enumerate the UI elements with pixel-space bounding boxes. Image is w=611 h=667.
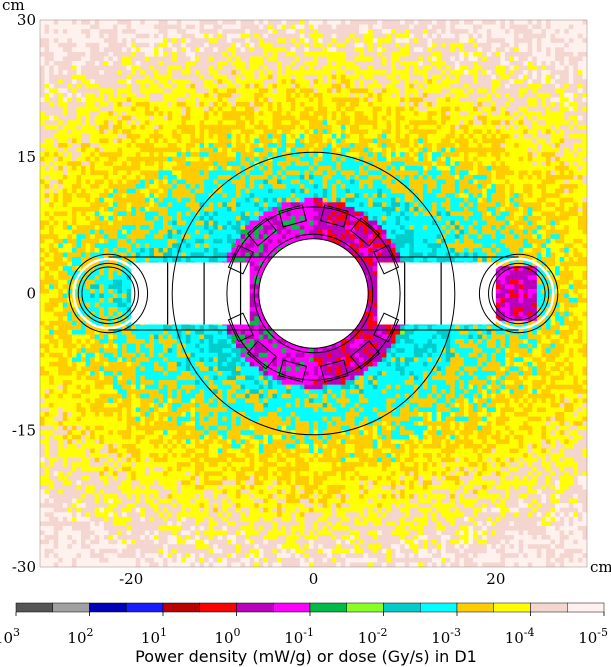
colorbar-swatch (420, 602, 458, 613)
side-channel-void (131, 262, 250, 325)
colorbar-swatch (309, 602, 347, 613)
colorbar-swatch (493, 602, 531, 613)
coil-block (246, 217, 277, 247)
side-beam-pipe-ring (478, 253, 559, 334)
coil-inner-circle (253, 233, 374, 354)
x-tick-label: 0 (309, 570, 319, 588)
colorbar-swatch (126, 602, 164, 613)
colorbar-swatch (199, 602, 237, 613)
coil-block (319, 359, 349, 383)
colorbar-decade-label: 101 (141, 626, 167, 647)
colorbar-decade-label: 10-3 (431, 626, 461, 647)
side-beam-pipe-ring (72, 257, 145, 330)
colorbar-decade-label: 10-5 (578, 626, 608, 647)
coil-block (278, 204, 308, 228)
colorbar-decade-label: 10-4 (505, 626, 535, 647)
coil-block (350, 217, 381, 247)
coil-block (278, 359, 308, 383)
coil-block (319, 204, 349, 228)
y-tick-label: 0 (26, 285, 36, 303)
side-beam-pipe-ring (488, 262, 550, 325)
colorbar-decade-label: 102 (67, 626, 93, 647)
y-tick-label: -15 (12, 421, 36, 439)
colorbar-swatch (530, 602, 568, 613)
colorbar-title: Power density (mW/g) or dose (Gy/s) in D… (135, 647, 477, 666)
coil-block (246, 340, 277, 370)
colorbar-decade-label: 10-2 (358, 626, 388, 647)
y-tick-label: -30 (12, 558, 36, 576)
coil-block (373, 312, 400, 343)
y-axis-unit: cm (2, 0, 25, 14)
colorbar-swatch (456, 602, 494, 613)
coil-outer-circle (226, 206, 401, 381)
colorbar-swatch (383, 602, 421, 613)
side-channel-void (377, 262, 496, 325)
colorbar-swatch (89, 602, 127, 613)
y-tick-label: 15 (17, 148, 36, 166)
side-beam-pipe-ring (81, 266, 136, 321)
colorbar-labels: 103 102 101 100 10-1 10-2 10-3 10-4 10-5 (0, 626, 608, 647)
coil-block (373, 244, 400, 275)
colorbar-decade-label: 10-1 (284, 626, 314, 647)
colorbar-swatch (236, 602, 274, 613)
colorbar-swatch (52, 602, 90, 613)
coil-block (350, 340, 381, 370)
colorbar-swatch (162, 602, 200, 613)
y-tick-label: 30 (17, 11, 36, 29)
bore-circle (258, 238, 369, 349)
side-beam-pipe-ring (491, 266, 546, 321)
colorbar-swatch (273, 602, 311, 613)
heatmap-plot-area (40, 20, 587, 567)
coil-block (227, 312, 254, 343)
side-beam-pipe-ring (68, 253, 149, 334)
colorbar-decade-label: 103 (0, 626, 20, 647)
x-tick-label: -20 (119, 570, 143, 588)
colorbar-swatch (346, 602, 384, 613)
y-tick-labels: 30 15 0 -15 -30 (12, 11, 36, 576)
colorbar-swatch (567, 602, 605, 613)
plot-frame (39, 19, 588, 568)
coil-block (227, 244, 254, 275)
outer-cryostat-circle (171, 151, 456, 436)
side-beam-pipe-ring (482, 257, 555, 330)
colorbar-decade-label: 100 (214, 626, 240, 647)
x-tick-label: 20 (486, 570, 505, 588)
magnet-geometry (68, 151, 559, 436)
x-tick-labels: -20 0 20 (119, 570, 505, 588)
side-beam-pipe-ring (77, 262, 139, 325)
x-axis-unit: cm (590, 558, 611, 576)
colorbar (15, 602, 605, 616)
colorbar-swatch (15, 602, 53, 613)
